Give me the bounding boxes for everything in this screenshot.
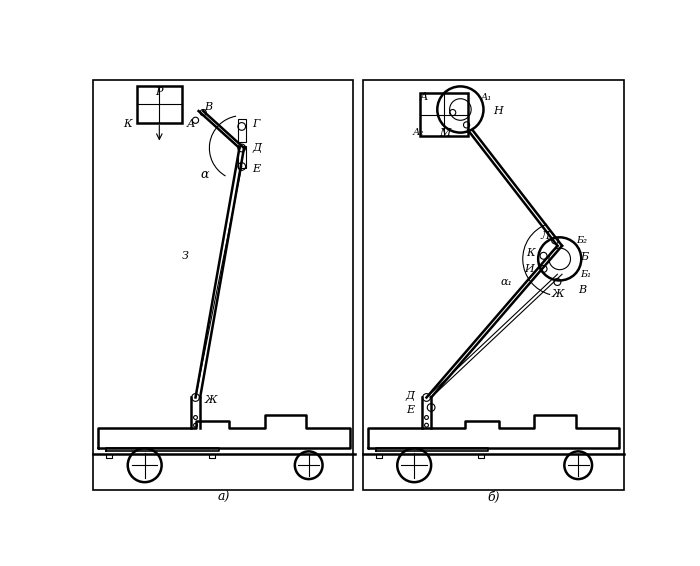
Text: Д: Д bbox=[405, 391, 414, 401]
Text: б): б) bbox=[487, 491, 500, 504]
Text: А₂: А₂ bbox=[413, 128, 424, 137]
Text: Д: Д bbox=[253, 143, 262, 153]
Text: Е: Е bbox=[253, 164, 260, 174]
Text: Ж: Ж bbox=[204, 395, 217, 405]
Text: α: α bbox=[200, 168, 209, 181]
Bar bbox=[93, 80, 353, 490]
Bar bbox=[137, 85, 182, 123]
Bar bbox=[238, 119, 246, 142]
Text: К: К bbox=[526, 248, 534, 259]
Text: Ж: Ж bbox=[551, 289, 564, 299]
Text: И: И bbox=[524, 264, 534, 274]
Text: Б₁: Б₁ bbox=[580, 270, 592, 279]
Text: Л: Л bbox=[540, 231, 550, 241]
Text: Б₂: Б₂ bbox=[576, 236, 587, 245]
Text: В: В bbox=[578, 285, 587, 295]
Text: Б: Б bbox=[580, 252, 589, 262]
Text: К: К bbox=[123, 119, 132, 129]
Text: Н: Н bbox=[494, 106, 503, 116]
Text: Е: Е bbox=[406, 405, 414, 415]
Text: З: З bbox=[182, 251, 189, 261]
Text: В: В bbox=[204, 102, 213, 112]
Text: А: А bbox=[187, 119, 195, 129]
Text: Г: Г bbox=[253, 119, 260, 129]
Text: а): а) bbox=[218, 491, 230, 504]
Bar bbox=[238, 147, 246, 168]
Text: М: М bbox=[440, 127, 451, 138]
Text: Р: Р bbox=[155, 87, 163, 97]
Text: А₁: А₁ bbox=[480, 93, 491, 102]
Text: А: А bbox=[420, 92, 428, 102]
Bar bbox=[363, 80, 624, 490]
Bar bbox=[420, 93, 468, 136]
Text: α₁: α₁ bbox=[500, 277, 512, 287]
